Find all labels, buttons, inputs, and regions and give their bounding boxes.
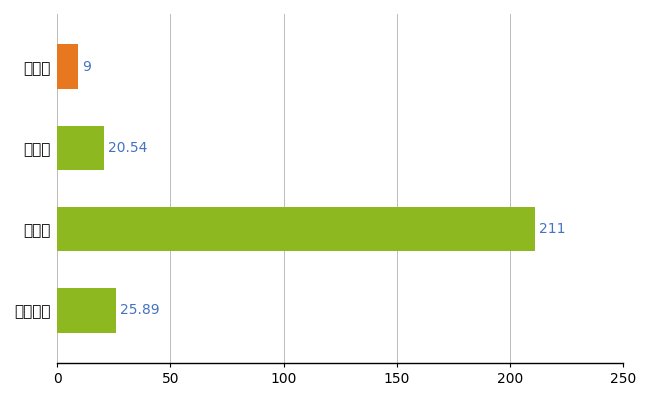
Text: 9: 9	[82, 60, 91, 74]
Text: 20.54: 20.54	[109, 141, 148, 155]
Text: 25.89: 25.89	[120, 303, 160, 317]
Bar	[57, 288, 116, 333]
Bar	[57, 44, 78, 89]
Bar	[57, 207, 535, 252]
Text: 211: 211	[540, 222, 566, 236]
Bar	[57, 126, 104, 170]
